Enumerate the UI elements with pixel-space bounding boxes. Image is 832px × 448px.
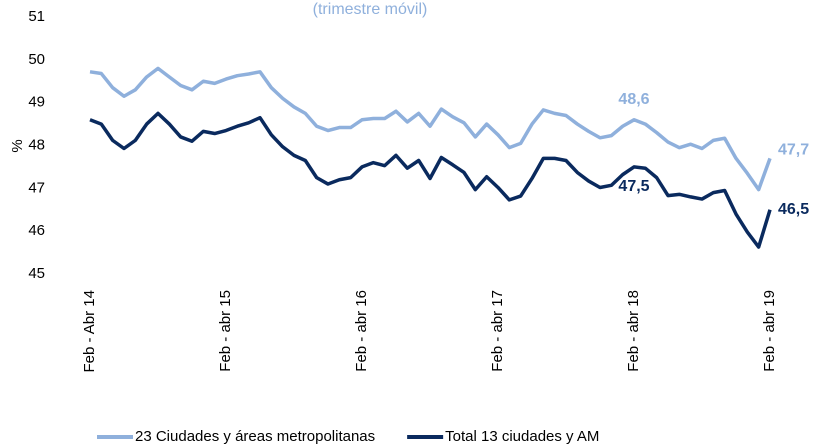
y-tick-label: 45 (28, 265, 45, 282)
x-tick-label: Feb - Abr 14 (81, 290, 98, 373)
value-label: 47,7 (778, 142, 809, 159)
y-tick-label: 46 (28, 222, 45, 239)
x-tick-label: Feb - abr 16 (353, 290, 370, 372)
value-label: 48,6 (618, 91, 649, 108)
y-tick-label: 47 (28, 179, 45, 196)
value-label: 47,5 (618, 178, 649, 195)
x-tick-label: Feb - abr 17 (489, 290, 506, 372)
x-tick-label: Feb - abr 19 (761, 290, 778, 372)
legend-label: 23 Ciudades y áreas metropolitanas (135, 428, 375, 445)
y-tick-label: 49 (28, 94, 45, 111)
line-series (89, 111, 772, 249)
line-series (89, 66, 772, 192)
value-label: 46,5 (778, 201, 809, 218)
y-axis-label: % (9, 139, 26, 152)
legend-label: Total 13 ciudades y AM (445, 428, 599, 445)
y-tick-label: 48 (28, 136, 45, 153)
x-tick-label: Feb - abr 15 (217, 290, 234, 372)
x-tick-label: Feb - abr 18 (625, 290, 642, 372)
y-tick-label: 51 (28, 8, 45, 25)
y-tick-label: 50 (28, 51, 45, 68)
chart-subtitle: (trimestre móvil) (313, 1, 428, 18)
